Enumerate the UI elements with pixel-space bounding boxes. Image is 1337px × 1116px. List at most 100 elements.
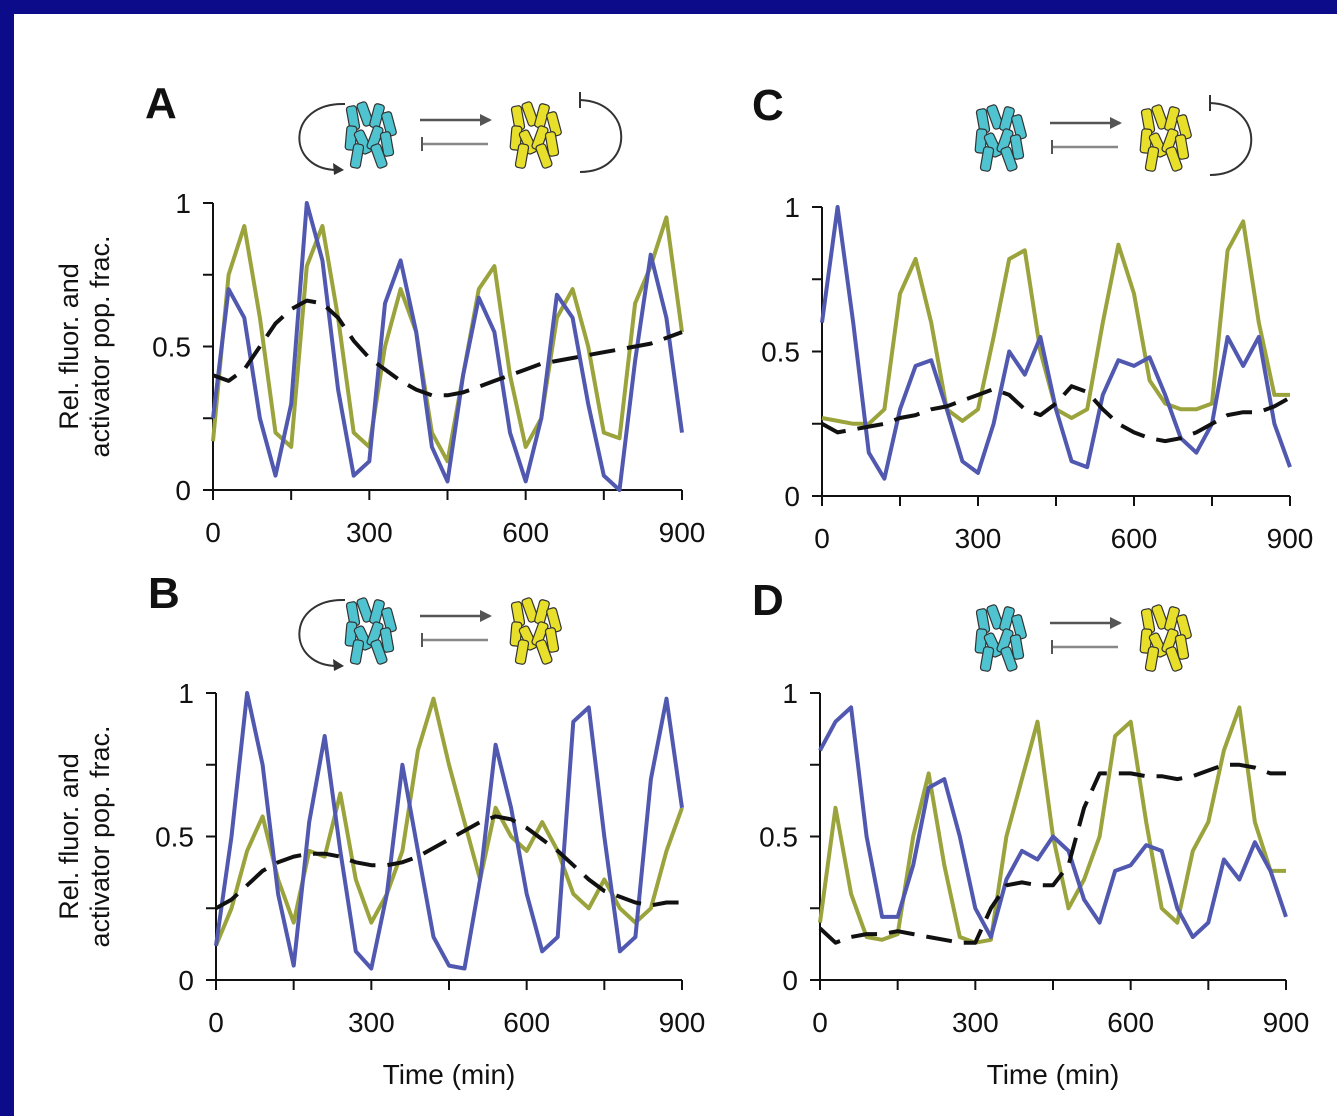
y-axis-label: activator pop. frac. [85, 235, 115, 457]
auto-loop [579, 99, 623, 173]
data-line [211, 215, 684, 464]
cell [356, 101, 374, 127]
cell [1174, 134, 1190, 160]
cell [986, 604, 1004, 630]
panel-label: B [148, 569, 180, 618]
circuit-diagram [298, 92, 623, 175]
arrow-head [480, 114, 492, 126]
y-tick-label: 1 [784, 192, 800, 223]
y-tick-label: 0.5 [759, 822, 798, 853]
cell [979, 146, 995, 172]
x-tick-label: 900 [1263, 1007, 1310, 1038]
y-tick-label: 0 [178, 965, 194, 996]
cell [1176, 614, 1192, 640]
data-line [212, 298, 683, 398]
cell [1151, 104, 1169, 130]
auto-loop [298, 102, 346, 172]
x-tick-label: 0 [812, 1007, 828, 1038]
y-axis-label: activator pop. frac. [85, 725, 115, 947]
cell [1151, 604, 1169, 630]
cell [1165, 146, 1183, 172]
cell [370, 143, 388, 169]
cell [535, 143, 553, 169]
cell [1009, 634, 1025, 660]
y-tick-label: 0.5 [761, 337, 800, 368]
x-tick-label: 300 [346, 517, 393, 548]
cell [979, 646, 995, 672]
slide-background [14, 14, 1337, 1116]
panel-label: A [145, 79, 177, 128]
x-tick-label: 600 [1107, 1007, 1154, 1038]
cell [544, 627, 560, 653]
circuit-diagram [974, 95, 1253, 176]
cell [1000, 646, 1018, 672]
data-line [818, 705, 1288, 939]
cell [381, 607, 397, 633]
cell [546, 111, 562, 137]
cell [379, 627, 395, 653]
y-axis-label: Rel. fluor. and [54, 263, 84, 430]
data-line [818, 762, 1286, 945]
cell [521, 597, 539, 623]
y-tick-label: 1 [782, 678, 798, 709]
arrow-head [480, 610, 492, 622]
x-tick-label: 900 [1267, 523, 1314, 554]
data-line [821, 384, 1291, 444]
cell [544, 131, 560, 157]
cell [1000, 146, 1018, 172]
y-tick-label: 0 [782, 965, 798, 996]
cell [1011, 114, 1027, 140]
x-tick-label: 0 [814, 523, 830, 554]
x-tick-label: 900 [659, 1007, 706, 1038]
auto-loop [298, 598, 346, 668]
auto-loop [1209, 102, 1253, 176]
y-tick-label: 0.5 [155, 822, 194, 853]
y-tick-label: 0.5 [152, 332, 191, 363]
cell [349, 639, 365, 665]
cell [1144, 646, 1160, 672]
data-line [214, 696, 684, 947]
panel-label: C [752, 81, 784, 130]
arrow-head [333, 659, 344, 671]
circuit-diagram [974, 604, 1192, 672]
cell [535, 639, 553, 665]
cell [1176, 114, 1192, 140]
cell [349, 143, 365, 169]
cell [356, 597, 374, 623]
arrow-head [1110, 117, 1122, 129]
cell [379, 131, 395, 157]
cell [514, 639, 530, 665]
cell [546, 607, 562, 633]
circuit-diagram [298, 597, 562, 671]
data-line [215, 814, 682, 911]
y-axis-label: Rel. fluor. and [54, 753, 84, 920]
arrow-head [333, 163, 344, 175]
data-line [211, 201, 684, 492]
x-tick-label: 300 [955, 523, 1002, 554]
data-line [214, 691, 684, 971]
cell [1009, 134, 1025, 160]
x-axis-label: Time (min) [383, 1059, 516, 1090]
cell [370, 639, 388, 665]
x-tick-label: 900 [659, 517, 706, 548]
y-tick-label: 1 [175, 188, 191, 219]
cell [1144, 146, 1160, 172]
cell [1011, 614, 1027, 640]
x-tick-label: 600 [503, 1007, 550, 1038]
cell [1174, 634, 1190, 660]
y-tick-label: 0 [175, 475, 191, 506]
panel-label: D [752, 576, 784, 625]
x-tick-label: 0 [205, 517, 221, 548]
x-tick-label: 300 [952, 1007, 999, 1038]
x-tick-label: 0 [208, 1007, 224, 1038]
x-tick-label: 600 [502, 517, 549, 548]
cell [521, 101, 539, 127]
x-axis-label: Time (min) [987, 1059, 1120, 1090]
x-tick-label: 300 [348, 1007, 395, 1038]
cell [381, 111, 397, 137]
cell [1165, 646, 1183, 672]
arrow-head [1110, 617, 1122, 629]
x-tick-label: 600 [1111, 523, 1158, 554]
y-tick-label: 1 [178, 678, 194, 709]
